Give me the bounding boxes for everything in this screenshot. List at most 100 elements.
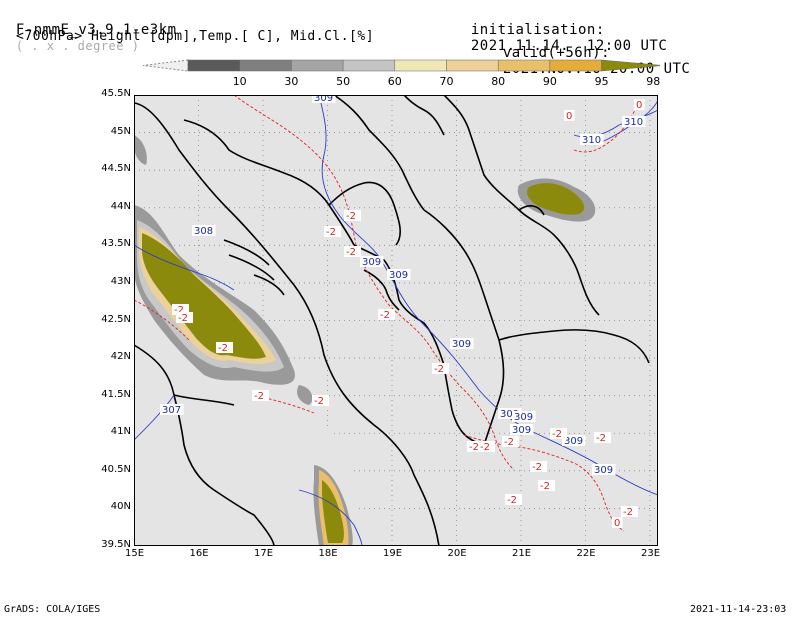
temp-contour-label: -2: [314, 396, 324, 407]
model-title: F-nmmE_v3.9.1-e3km: [15, 22, 177, 38]
lat-label: 40.5N: [101, 463, 131, 475]
height-contour-label: 307: [162, 405, 181, 416]
map-frame: [134, 95, 658, 546]
colorbar-tick-label: 30: [284, 75, 298, 88]
colorbar-low-end: [142, 59, 189, 72]
colorbar-swatch: [446, 59, 499, 72]
footer-right: 2021-11-14-23:03: [690, 604, 787, 615]
height-contour-label: 309: [452, 339, 471, 350]
temp-contour-label-bg: [467, 441, 484, 452]
temp-contour-label: -2: [254, 391, 264, 402]
temp-contour-label: -2: [507, 495, 517, 506]
temp-contour-label-bg: [612, 517, 623, 528]
temp-contour-label: -2: [480, 442, 490, 453]
height-contour-label-bg: [592, 464, 616, 475]
temp-contour-label-bg: [550, 428, 567, 439]
temp-contour-label-bg: [216, 342, 233, 353]
height-contour-label: 309: [564, 436, 583, 447]
colorbar-tick-label: 95: [595, 75, 609, 88]
temp-contour-label-bg: [502, 436, 519, 447]
colorbar-tick-label: 70: [440, 75, 454, 88]
temp-contour-label-bg: [594, 432, 611, 443]
unit-note: ( . x . degree ): [15, 39, 140, 53]
temp-contour-label-bg: [634, 99, 645, 110]
lat-label: 44N: [110, 200, 131, 212]
init-label: initialisation:: [470, 22, 605, 38]
height-contour-label-bg: [580, 134, 604, 145]
height-contour-label: 308: [194, 226, 213, 237]
height-contour-label: 309: [594, 465, 613, 476]
lon-label: 21E: [512, 548, 532, 559]
lat-label: 45.5N: [101, 88, 131, 99]
temp-contour-label-bg: [324, 226, 341, 237]
height-contour-label: 309: [389, 270, 408, 281]
height-contour-label-bg: [622, 116, 646, 127]
height-contour-label-bg: [192, 225, 216, 236]
height-contour-label-bg: [450, 338, 474, 349]
colorbar-tick-label: 90: [543, 75, 557, 88]
lat-label: 41.5N: [101, 388, 131, 400]
temp-contour-label: -2: [346, 211, 356, 222]
height-contours: [134, 95, 658, 546]
colorbar-tick-label: 80: [491, 75, 505, 88]
height-contour-label: 310: [624, 117, 643, 128]
temp-contour-label: -2: [174, 305, 184, 316]
height-contour-label-bg: [387, 269, 411, 280]
temp-contour-label: -2: [434, 364, 444, 375]
height-contour-label-bg: [510, 424, 534, 435]
lon-label: 22E: [576, 548, 596, 559]
height-contour-label-bg: [498, 408, 522, 419]
colorbar-swatch: [187, 59, 240, 72]
height-contour-label: 310: [582, 135, 601, 146]
temp-contour-label: -2: [596, 433, 606, 444]
temp-contour-label-bg: [564, 110, 575, 121]
temp-contour-label: -2: [540, 481, 550, 492]
height-contour-label: 309: [514, 412, 533, 423]
colorbar-tick-label: 98: [646, 75, 660, 88]
temp-contour-label: -2: [469, 442, 479, 453]
temp-contour-label-bg: [176, 312, 193, 323]
temp-contour-label: -2: [218, 343, 228, 354]
temp-contour-label-bg: [538, 480, 555, 491]
temp-contour-label-bg: [505, 494, 522, 505]
temp-contour-label-bg: [252, 390, 269, 401]
temp-contour-label-bg: [378, 309, 395, 320]
temp-contour-label: 0: [566, 111, 572, 122]
height-contour-label-bg: [160, 404, 184, 415]
temp-contour-label: -2: [504, 437, 514, 448]
temp-contour-label: -2: [380, 310, 390, 321]
valid-label: valid(+56h):: [502, 45, 611, 61]
footer-left: GrADS: COLA/IGES: [4, 604, 101, 615]
lat-label: 40N: [110, 501, 131, 513]
temp-contour-label: -2: [532, 462, 542, 473]
colorbar-tick-label: 10: [233, 75, 247, 88]
lon-label: 23E: [641, 548, 661, 559]
lat-label: 42N: [110, 351, 131, 363]
height-contour-label: 309: [362, 257, 381, 268]
temp-contour-label: -2: [552, 429, 562, 440]
temp-contour-label: 0: [636, 100, 642, 111]
colorbar: 10 30 50 60 70 80 90 95 98: [142, 59, 660, 88]
temp-contour-label: -2: [623, 507, 633, 518]
temp-contour-label-bg: [432, 363, 449, 374]
lat-label: 41N: [110, 426, 131, 438]
height-contour-label-bg: [312, 95, 336, 103]
colorbar-swatch: [342, 59, 396, 72]
temp-contour-label-bg: [530, 461, 547, 472]
height-contour-label-bg: [562, 435, 586, 446]
temp-contour-label: -2: [346, 247, 356, 258]
temp-contour-label: -2: [326, 227, 336, 238]
temp-contour-label-bg: [478, 441, 495, 452]
colorbar-tick-label: 50: [336, 75, 350, 88]
colorbar-swatch: [239, 59, 292, 72]
colorbar-swatch: [291, 59, 344, 72]
lon-label: 19E: [383, 548, 403, 559]
lat-label: 39.5N: [101, 539, 131, 550]
temp-contour-label-bg: [172, 304, 189, 315]
colorbar-swatch: [497, 59, 551, 72]
temp-contour-label: 0: [614, 518, 620, 529]
lon-label: 20E: [447, 548, 467, 559]
lon-label: 16E: [189, 548, 209, 559]
lat-label: 43N: [110, 275, 131, 287]
lon-label: 17E: [254, 548, 274, 559]
